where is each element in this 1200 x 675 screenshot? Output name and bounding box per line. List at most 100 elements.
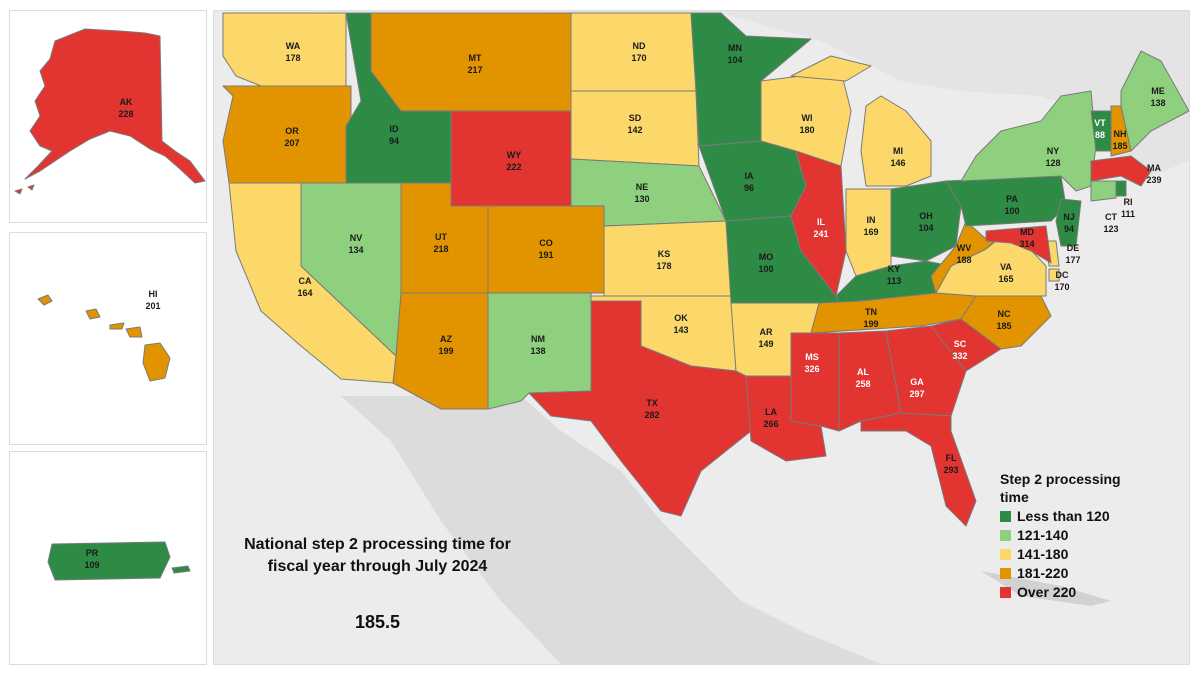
svg-text:199: 199	[863, 319, 878, 329]
svg-text:KY: KY	[888, 264, 901, 274]
national-title-line1: National step 2 processing time for	[244, 536, 511, 553]
state-ny[interactable]	[960, 90, 1097, 192]
main-map-panel: WA 178 OR 207 CA 164 ID 94 NV 134 MT 217 WY 222…	[213, 10, 1190, 665]
svg-text:NV: NV	[350, 233, 363, 243]
svg-text:297: 297	[909, 389, 924, 399]
svg-text:WV: WV	[957, 243, 972, 253]
state-dc[interactable]	[1048, 268, 1060, 282]
svg-text:DE: DE	[1067, 243, 1080, 253]
state-hi-molokai[interactable]	[109, 322, 125, 330]
svg-text:MT: MT	[469, 53, 482, 63]
state-ct[interactable]	[1090, 180, 1117, 202]
svg-text:111: 111	[1121, 209, 1135, 219]
label-md: MD 314	[1019, 227, 1034, 249]
svg-text:146: 146	[890, 158, 905, 168]
legend-item: 181-220	[1000, 564, 1180, 582]
label-id: ID 94	[389, 124, 399, 146]
state-nj[interactable]	[1055, 198, 1082, 247]
svg-text:UT: UT	[435, 232, 447, 242]
state-mi[interactable]	[790, 55, 932, 187]
svg-text:PA: PA	[1006, 194, 1018, 204]
state-md[interactable]	[985, 225, 1052, 264]
state-ak[interactable]	[24, 28, 206, 184]
label-vt: VT 88	[1094, 118, 1106, 140]
svg-text:ID: ID	[390, 124, 400, 134]
svg-text:185: 185	[1112, 141, 1127, 151]
state-tx[interactable]	[528, 300, 752, 517]
state-hi-kauai[interactable]	[37, 294, 53, 306]
legend: Step 2 processing time Less than 120 121…	[1000, 470, 1180, 601]
label-ri: RI 111	[1121, 197, 1135, 219]
svg-text:134: 134	[348, 245, 363, 255]
state-ms[interactable]	[790, 332, 840, 432]
svg-text:AZ: AZ	[440, 334, 452, 344]
svg-text:218: 218	[433, 244, 448, 254]
label-ne: NE 130	[634, 182, 649, 204]
svg-text:VT: VT	[1094, 118, 1106, 128]
label-nv: NV 134	[348, 233, 363, 255]
svg-text:100: 100	[758, 264, 773, 274]
state-hi-big-island[interactable]	[142, 342, 171, 382]
svg-text:207: 207	[284, 138, 299, 148]
svg-text:266: 266	[763, 419, 778, 429]
state-nd[interactable]	[570, 12, 697, 92]
label-nm: NM 138	[530, 334, 545, 356]
label-az: AZ 199	[438, 334, 453, 356]
svg-text:IN: IN	[867, 215, 876, 225]
svg-text:HI: HI	[149, 289, 158, 299]
svg-text:104: 104	[727, 55, 742, 65]
svg-text:NE: NE	[636, 182, 649, 192]
svg-text:PR: PR	[86, 548, 99, 558]
svg-text:IA: IA	[745, 171, 755, 181]
svg-text:NY: NY	[1047, 146, 1060, 156]
label-hi: HI 201	[145, 289, 160, 311]
svg-text:OR: OR	[285, 126, 299, 136]
svg-text:222: 222	[506, 162, 521, 172]
label-sc: SC 332	[952, 339, 967, 361]
legend-label: 141-180	[1017, 546, 1069, 562]
svg-text:ME: ME	[1151, 86, 1165, 96]
label-ca: CA 164	[297, 276, 312, 298]
svg-text:OH: OH	[919, 211, 933, 221]
legend-label: 181-220	[1017, 565, 1069, 581]
svg-text:138: 138	[530, 346, 545, 356]
svg-text:88: 88	[1095, 130, 1105, 140]
label-ky: KY 113	[887, 264, 902, 286]
state-pr-islands[interactable]	[171, 565, 191, 574]
svg-text:MN: MN	[728, 43, 742, 53]
svg-text:SD: SD	[629, 113, 642, 123]
legend-swatch	[1000, 510, 1011, 522]
label-pr: PR 109	[84, 548, 99, 570]
legend-swatch	[1000, 529, 1011, 541]
svg-text:128: 128	[1045, 158, 1060, 168]
svg-text:169: 169	[863, 227, 878, 237]
svg-text:201: 201	[145, 301, 160, 311]
label-nh: NH 185	[1112, 129, 1127, 151]
hawaii-inset-map: HI 201	[37, 289, 171, 382]
label-wi: WI 180	[799, 113, 814, 135]
state-oh[interactable]	[890, 180, 962, 262]
state-ri[interactable]	[1115, 180, 1127, 197]
svg-text:NC: NC	[998, 309, 1011, 319]
alaska-inset-panel: AK 228	[9, 10, 207, 223]
legend-swatch	[1000, 586, 1011, 598]
state-pr[interactable]	[47, 541, 171, 581]
puerto-rico-inset-panel: PR 109	[9, 451, 207, 665]
svg-text:239: 239	[1146, 175, 1161, 185]
state-ga[interactable]	[885, 325, 967, 417]
state-il[interactable]	[790, 150, 847, 297]
svg-text:314: 314	[1019, 239, 1034, 249]
svg-text:142: 142	[627, 125, 642, 135]
label-wa: WA 178	[285, 41, 300, 63]
state-me[interactable]	[1120, 50, 1189, 152]
svg-text:VA: VA	[1000, 262, 1012, 272]
svg-text:191: 191	[538, 250, 553, 260]
label-ny: NY 128	[1045, 146, 1060, 168]
state-wa[interactable]	[222, 12, 347, 87]
label-al: AL 258	[855, 367, 870, 389]
state-hi-oahu[interactable]	[85, 308, 101, 320]
state-ak-islands[interactable]	[14, 184, 35, 195]
svg-text:WY: WY	[507, 150, 522, 160]
state-hi-maui[interactable]	[125, 326, 143, 338]
state-fl[interactable]	[860, 412, 977, 527]
